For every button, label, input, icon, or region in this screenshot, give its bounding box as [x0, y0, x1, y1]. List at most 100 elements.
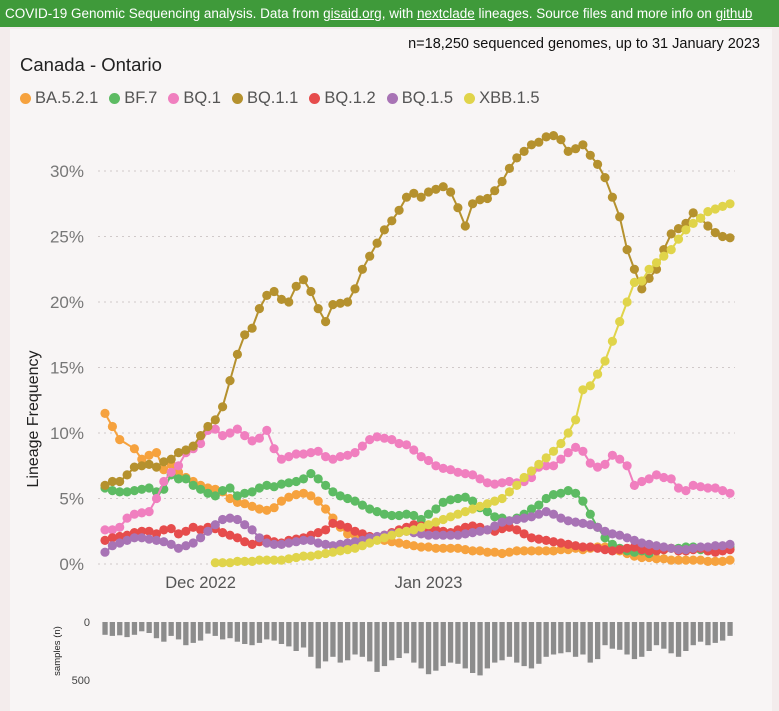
data-point: [460, 492, 470, 502]
legend-item[interactable]: XBB.1.5: [464, 89, 540, 108]
samples-bar: [109, 622, 115, 636]
data-point: [218, 528, 228, 538]
data-point: [571, 144, 581, 154]
samples-bar: [300, 622, 307, 648]
data-point: [541, 132, 551, 142]
data-point: [659, 472, 669, 483]
data-point: [196, 431, 206, 441]
data-point: [313, 474, 323, 484]
legend-item[interactable]: BQ.1: [168, 89, 221, 108]
samples-bar: [462, 622, 468, 669]
legend-label: BQ.1.2: [324, 89, 376, 107]
github-link[interactable]: github: [715, 6, 753, 21]
samples-bar: [381, 622, 388, 667]
data-point: [681, 225, 691, 235]
samples-bar: [653, 622, 660, 646]
data-point: [460, 507, 470, 517]
data-point: [144, 450, 154, 460]
data-point: [159, 525, 169, 535]
data-point: [504, 487, 514, 497]
data-point: [129, 509, 139, 519]
samples-bar: [499, 622, 505, 661]
samples-bar: [205, 622, 211, 634]
data-point: [622, 461, 632, 471]
data-point: [548, 509, 559, 519]
data-point: [401, 509, 412, 519]
data-point: [541, 461, 551, 471]
data-point: [423, 187, 434, 197]
data-point: [115, 476, 125, 487]
gisaid-link[interactable]: gisaid.org: [323, 6, 382, 21]
samples-bar: [690, 622, 696, 646]
legend-marker: [168, 93, 180, 104]
data-point: [468, 504, 478, 514]
data-point: [166, 539, 176, 549]
samples-tick-label: 0: [84, 617, 90, 629]
legend-item[interactable]: BA.5.2.1: [20, 89, 98, 108]
data-point: [107, 541, 117, 551]
data-point: [659, 542, 669, 552]
data-point: [181, 526, 191, 536]
legend-item[interactable]: BQ.1.2: [309, 89, 376, 108]
samples-bar: [359, 622, 365, 657]
data-point: [416, 192, 426, 202]
data-point: [688, 543, 698, 553]
data-point: [607, 336, 618, 346]
samples-bar: [168, 622, 174, 636]
data-point: [651, 541, 662, 551]
data-point: [313, 528, 323, 538]
data-point: [438, 543, 448, 553]
data-point: [269, 503, 279, 513]
samples-bar: [580, 622, 586, 655]
samples-bar: [639, 622, 645, 657]
data-point: [556, 545, 566, 555]
data-point: [335, 539, 345, 549]
data-point: [151, 448, 162, 458]
banner-mid: , with: [381, 6, 417, 21]
data-point: [284, 554, 294, 564]
data-point: [526, 533, 537, 543]
legend-item[interactable]: BQ.1.5: [386, 89, 453, 108]
legend-item[interactable]: BQ.1.1: [231, 89, 298, 108]
data-point: [291, 449, 301, 459]
data-point: [269, 555, 279, 565]
data-point: [637, 284, 647, 294]
data-point: [240, 499, 250, 509]
samples-bar: [330, 622, 336, 657]
data-point: [438, 182, 448, 192]
data-point: [262, 538, 272, 548]
data-point: [306, 286, 316, 297]
data-point: [534, 509, 544, 519]
data-point: [541, 493, 551, 504]
data-point: [262, 290, 272, 300]
samples-bar: [403, 622, 410, 654]
data-point: [416, 542, 426, 552]
legend-item[interactable]: BF.7: [109, 89, 157, 108]
data-point: [321, 480, 331, 490]
data-point: [107, 476, 117, 487]
data-point: [100, 535, 110, 545]
data-point: [321, 504, 331, 514]
data-point: [637, 476, 647, 487]
y-axis-label: Lineage Frequency: [25, 351, 42, 488]
data-point: [504, 516, 514, 526]
source-banner: COVID-19 Genomic Sequencing analysis. Da…: [0, 0, 779, 27]
data-point: [225, 558, 235, 568]
nextclade-link[interactable]: nextclade: [416, 6, 475, 21]
data-point: [607, 450, 618, 460]
data-point: [313, 538, 323, 548]
data-point: [328, 454, 338, 464]
samples-bar: [396, 622, 402, 658]
data-point: [232, 424, 242, 434]
data-point: [673, 555, 684, 565]
data-point: [196, 438, 206, 449]
data-point: [218, 486, 228, 496]
data-point: [607, 539, 618, 549]
data-point: [188, 538, 198, 548]
y-tick-label: 10%: [50, 424, 84, 443]
legend-marker: [231, 93, 243, 104]
data-point: [210, 491, 220, 501]
data-point: [401, 192, 412, 202]
data-point: [350, 448, 360, 458]
data-point: [475, 546, 485, 556]
